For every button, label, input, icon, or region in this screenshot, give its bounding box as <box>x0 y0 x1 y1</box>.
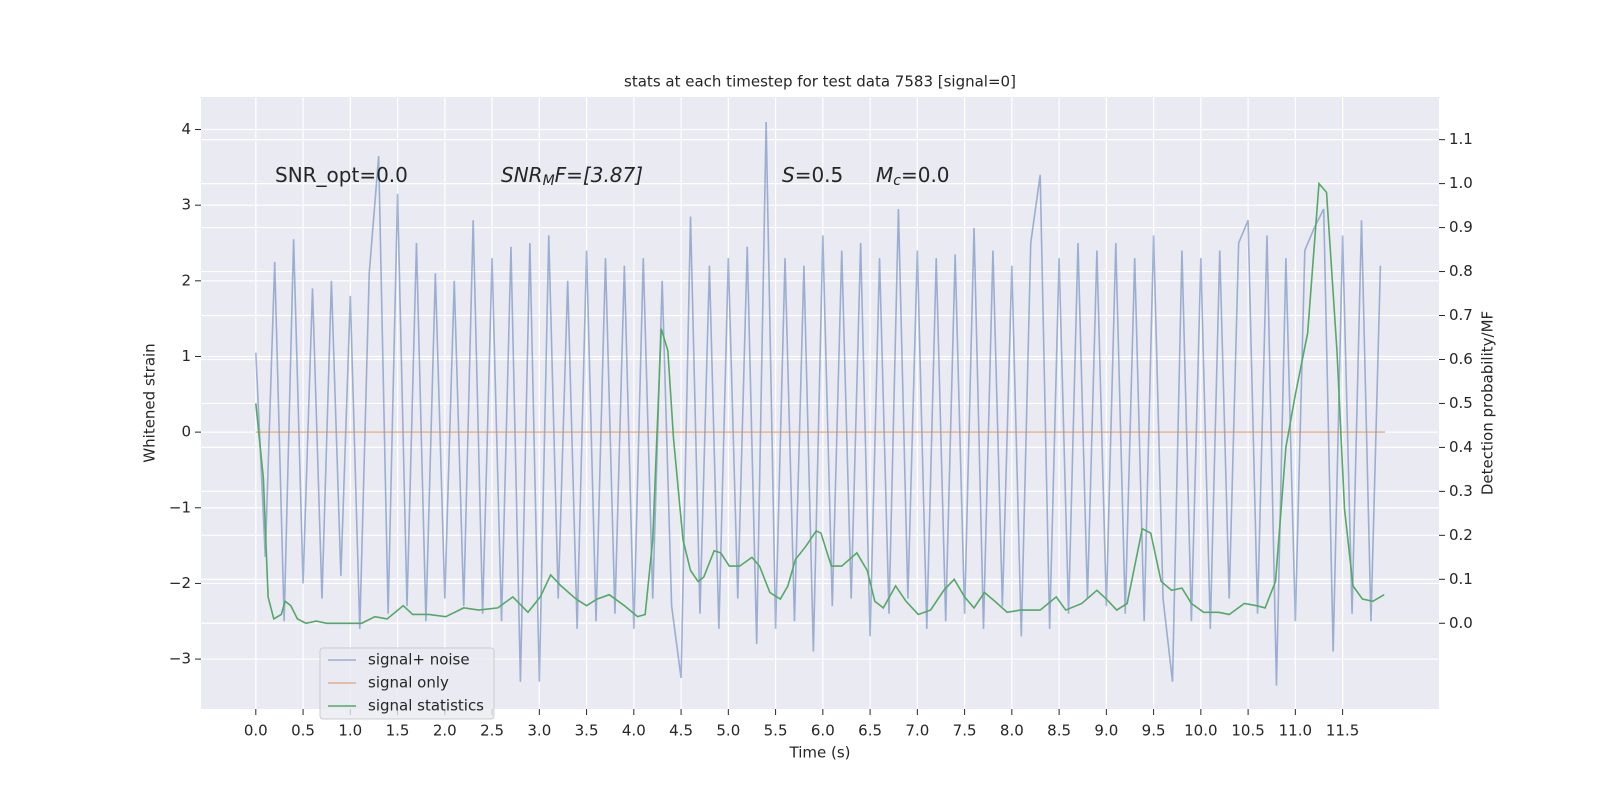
legend-label: signal+ noise <box>368 651 470 669</box>
x-tick-label: 8.5 <box>1047 722 1071 740</box>
y2-tick-label: 0.7 <box>1449 306 1473 324</box>
y2-tick-label: 1.0 <box>1449 174 1473 192</box>
legend-label: signal statistics <box>368 697 484 715</box>
x-tick-label: 3.5 <box>575 722 599 740</box>
x-tick-label: 5.5 <box>764 722 788 740</box>
annotation: Mc=0.0 <box>876 163 950 190</box>
y2-tick-label: 0.3 <box>1449 482 1473 500</box>
y2-tick-label: 1.1 <box>1449 130 1473 148</box>
x-tick-label: 6.0 <box>811 722 835 740</box>
y2-tick-label: 0.6 <box>1449 350 1473 368</box>
y-tick-label: −2 <box>169 574 191 592</box>
y2-tick-label: 0.0 <box>1449 614 1473 632</box>
annotation-part: SNR <box>501 163 543 187</box>
annotation-part: SNR_opt=0.0 <box>275 163 408 187</box>
legend-label: signal only <box>368 674 449 692</box>
annotation: S=0.5 <box>782 163 843 187</box>
y2-tick-label: 0.2 <box>1449 526 1473 544</box>
x-tick-label: 8.0 <box>1000 722 1024 740</box>
y-tick-label: −1 <box>169 498 191 516</box>
x-tick-label: 10.5 <box>1231 722 1264 740</box>
x-tick-label: 4.0 <box>622 722 646 740</box>
y2-tick-label: 0.8 <box>1449 262 1473 280</box>
y2-tick-label: 0.1 <box>1449 570 1473 588</box>
x-tick-label: 7.0 <box>905 722 929 740</box>
annotation-part: F=[3.87] <box>555 163 643 187</box>
x-tick-label: 4.5 <box>669 722 693 740</box>
y-tick-label: 4 <box>181 120 191 138</box>
chart-title: stats at each timestep for test data 758… <box>624 73 1016 91</box>
y-tick-label: 2 <box>181 271 191 289</box>
x-axis-label: Time (s) <box>789 744 851 762</box>
series-line <box>255 121 1382 686</box>
y-tick-label: −3 <box>169 650 191 668</box>
annotation-part: =0.5 <box>795 163 844 187</box>
x-tick-label: 6.5 <box>858 722 882 740</box>
y-tick-label: 0 <box>181 423 191 441</box>
x-tick-label: 3.0 <box>527 722 551 740</box>
y-axis-label: Whitened strain <box>141 343 159 462</box>
y-tick-label: 1 <box>181 347 191 365</box>
x-tick-label: 1.5 <box>386 722 410 740</box>
series-line <box>255 181 1385 625</box>
y2-tick-label: 0.4 <box>1449 438 1473 456</box>
y2-tick-label: 0.5 <box>1449 394 1473 412</box>
x-tick-label: 11.5 <box>1326 722 1359 740</box>
y2-axis-label: Detection probability/MF <box>1479 311 1497 495</box>
x-tick-label: 5.0 <box>716 722 740 740</box>
annotation-part: M <box>876 163 893 187</box>
y2-tick-label: 0.9 <box>1449 218 1473 236</box>
x-tick-label: 2.5 <box>480 722 504 740</box>
annotation: SNR_opt=0.0 <box>275 163 408 187</box>
annotation: SNRMF=[3.87] <box>501 163 643 190</box>
x-tick-label: 9.0 <box>1094 722 1118 740</box>
x-tick-label: 0.5 <box>291 722 315 740</box>
annotation-part: =0.0 <box>901 163 950 187</box>
x-tick-label: 11.0 <box>1279 722 1312 740</box>
x-tick-label: 9.5 <box>1142 722 1166 740</box>
x-tick-label: 0.0 <box>244 722 268 740</box>
annotation-part: M <box>543 173 555 189</box>
annotation-part: c <box>893 173 901 189</box>
x-tick-label: 1.0 <box>338 722 362 740</box>
y-tick-label: 3 <box>181 196 191 214</box>
annotation-part: S <box>782 163 795 187</box>
x-tick-label: 2.0 <box>433 722 457 740</box>
x-tick-label: 10.0 <box>1184 722 1217 740</box>
x-tick-label: 7.5 <box>953 722 977 740</box>
legend-box <box>319 647 495 720</box>
